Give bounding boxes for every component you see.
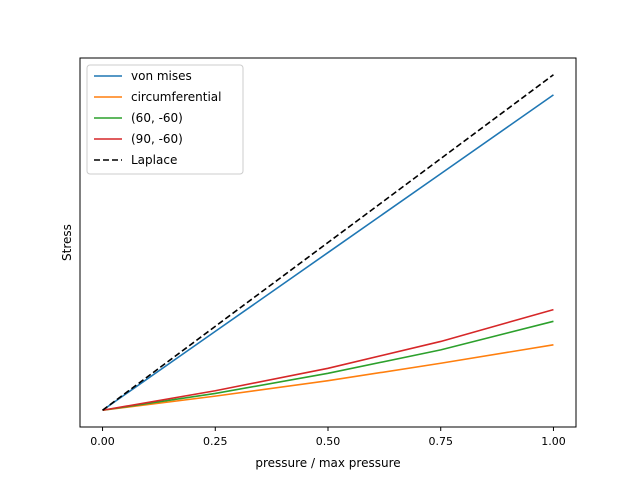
series-layer <box>102 74 554 412</box>
x-tick-label: 1.00 <box>541 435 566 448</box>
legend-label: (60, -60) <box>131 111 183 125</box>
series-line-2 <box>102 320 554 412</box>
series-line-4 <box>102 74 554 411</box>
series-line-3 <box>102 308 554 412</box>
legend-label: von mises <box>131 69 192 83</box>
legend-box <box>86 64 244 175</box>
x-tick-label: 0.25 <box>203 435 228 448</box>
x-tick-label: 0.50 <box>316 435 341 448</box>
series-line-1 <box>102 344 554 412</box>
series-line-0 <box>102 94 554 411</box>
x-axis-label: pressure / max pressure <box>255 456 400 470</box>
legend-label: Laplace <box>131 153 177 167</box>
x-ticks: 0.00 0.25 0.50 0.75 1.00 <box>90 427 566 448</box>
legend-label: circumferential <box>131 90 222 104</box>
legend-label: (90, -60) <box>131 132 183 146</box>
y-axis-label: Stress <box>60 224 74 261</box>
legend: von mises circumferential (60, -60) (90, -6… <box>86 64 244 175</box>
x-tick-label: 0.00 <box>90 435 115 448</box>
x-tick-label: 0.75 <box>428 435 453 448</box>
